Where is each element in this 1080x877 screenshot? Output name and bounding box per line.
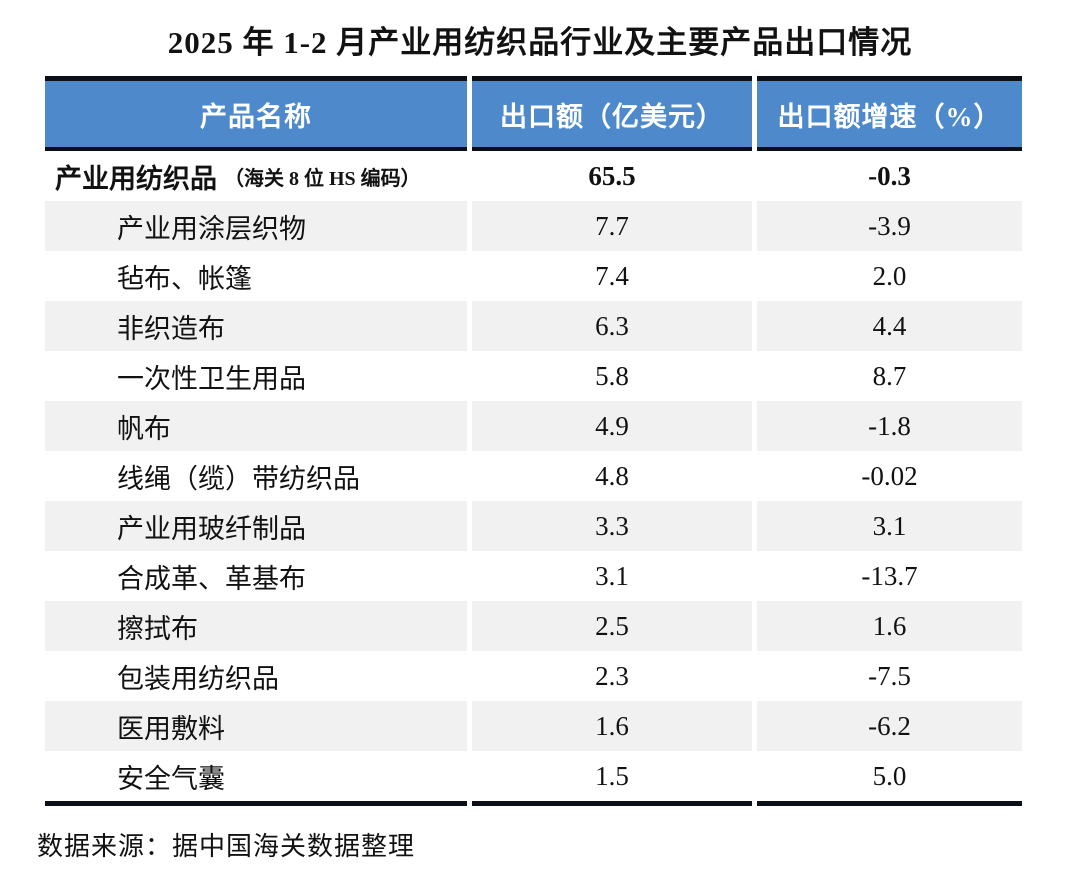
product-name-note: （海关 8 位 HS 编码） — [224, 167, 421, 190]
export-growth-cell: 4.4 — [757, 301, 1022, 351]
product-name-cell: 产业用涂层织物 — [45, 201, 467, 251]
export-value-cell: 3.3 — [472, 501, 752, 551]
export-growth-cell: 1.6 — [757, 601, 1022, 651]
export-growth-cell: 3.1 — [757, 501, 1022, 551]
product-name-cell: 帆布 — [45, 401, 467, 451]
product-name: 合成革、革基布 — [117, 563, 306, 594]
product-name-cell: 医用敷料 — [45, 701, 467, 751]
export-value-cell: 4.8 — [595, 460, 629, 491]
export-growth-cell: -1.8 — [757, 401, 1022, 451]
product-name-cell: 线绳（缆）带纺织品 — [45, 451, 467, 501]
product-name: 产业用纺织品 — [55, 163, 217, 194]
product-name-cell: 包装用纺织品 — [45, 651, 467, 701]
export-value-cell: 5.8 — [595, 360, 629, 391]
export-value-cell: 2.5 — [472, 601, 752, 651]
product-name-cell: 毡布、帐篷 — [45, 251, 467, 301]
export-growth-cell: -0.02 — [861, 460, 918, 491]
export-table: 产品名称 出口额（亿美元） 出口额增速（%） 产业用纺织品 （海关 8 位 HS … — [45, 76, 1022, 806]
column-header-export-value: 出口额（亿美元） — [472, 76, 752, 151]
export-growth-cell: -13.7 — [861, 560, 918, 591]
export-growth-cell: -3.9 — [757, 201, 1022, 251]
export-growth-cell: -7.5 — [868, 660, 911, 691]
product-name-cell: 一次性卫生用品 — [45, 351, 467, 401]
page-title: 2025 年 1-2 月产业用纺织品行业及主要产品出口情况 — [167, 25, 913, 60]
product-name-cell: 产业用玻纤制品 — [45, 501, 467, 551]
product-name: 线绳（缆）带纺织品 — [117, 463, 360, 494]
product-name: 非织造布 — [117, 313, 225, 344]
product-name: 医用敷料 — [117, 713, 225, 744]
product-name: 包装用纺织品 — [117, 663, 279, 694]
product-name: 毡布、帐篷 — [117, 263, 252, 294]
export-growth-cell: -6.2 — [757, 701, 1022, 751]
export-value-cell: 1.5 — [472, 751, 752, 806]
export-value-cell: 1.6 — [472, 701, 752, 751]
export-value-cell: 65.5 — [588, 160, 636, 191]
product-name-cell: 非织造布 — [45, 301, 467, 351]
export-growth-cell: 2.0 — [872, 260, 907, 291]
export-value-cell: 4.9 — [472, 401, 752, 451]
export-value-cell: 7.7 — [472, 201, 752, 251]
export-value-cell: 7.4 — [595, 260, 629, 291]
product-name-cell: 产业用纺织品 （海关 8 位 HS 编码） — [45, 151, 467, 201]
export-value-cell: 2.3 — [595, 660, 629, 691]
product-name: 产业用涂层织物 — [117, 213, 306, 244]
export-value-cell: 6.3 — [472, 301, 752, 351]
export-growth-cell: -0.3 — [868, 160, 911, 191]
product-name-cell: 安全气囊 — [45, 751, 467, 806]
column-header-product-name: 产品名称 — [45, 76, 467, 151]
product-name: 安全气囊 — [117, 763, 225, 794]
product-name-cell: 合成革、革基布 — [45, 551, 467, 601]
export-growth-cell: 8.7 — [872, 360, 907, 391]
product-name: 一次性卫生用品 — [117, 363, 306, 394]
product-name: 帆布 — [117, 413, 171, 444]
product-name: 擦拭布 — [117, 613, 198, 644]
product-name-cell: 擦拭布 — [45, 601, 467, 651]
product-name: 产业用玻纤制品 — [117, 513, 306, 544]
column-header-export-growth: 出口额增速（%） — [757, 76, 1022, 151]
export-value-cell: 3.1 — [595, 560, 629, 591]
data-source-note: 数据来源：据中国海关数据整理 — [37, 832, 416, 861]
export-growth-cell: 5.0 — [757, 751, 1022, 806]
